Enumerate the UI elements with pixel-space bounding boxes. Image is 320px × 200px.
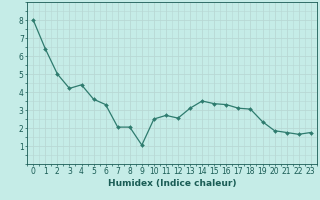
X-axis label: Humidex (Indice chaleur): Humidex (Indice chaleur)	[108, 179, 236, 188]
